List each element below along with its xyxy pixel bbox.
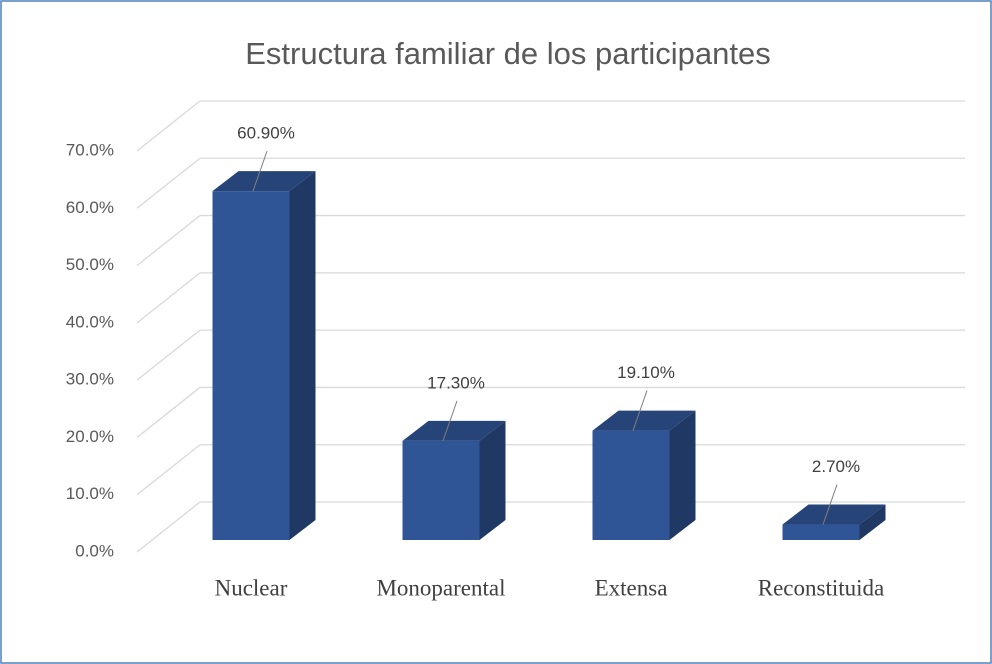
bar xyxy=(592,430,670,540)
data-label: 60.90% xyxy=(237,124,295,143)
leader-line xyxy=(632,390,648,431)
bar-side xyxy=(669,410,696,540)
bar-side xyxy=(479,420,506,540)
grid-line xyxy=(136,272,201,324)
x-tick-label: Monoparental xyxy=(376,575,505,600)
bar-top xyxy=(782,504,886,525)
grid-line xyxy=(136,215,201,267)
data-label: 2.70% xyxy=(812,457,860,476)
data-label: 17.30% xyxy=(427,373,485,392)
bar xyxy=(212,191,290,540)
x-tick-label: Reconstituida xyxy=(758,575,884,600)
grid-line xyxy=(136,444,201,496)
bar-side xyxy=(859,504,886,540)
bar-top xyxy=(592,410,696,431)
x-tick-label: Extensa xyxy=(595,575,668,600)
y-tick-label: 30.0% xyxy=(66,370,114,389)
bar xyxy=(782,524,860,540)
grid-line xyxy=(136,157,201,209)
grid-line xyxy=(136,100,201,152)
chart-title: Estructura familiar de los participantes xyxy=(245,36,771,71)
data-label: 19.10% xyxy=(617,363,675,382)
y-tick-label: 0.0% xyxy=(75,541,114,560)
y-tick-label: 50.0% xyxy=(66,255,114,274)
y-tick-label: 70.0% xyxy=(66,140,114,159)
bar xyxy=(402,440,480,540)
y-tick-label: 60.0% xyxy=(66,198,114,217)
leader-line xyxy=(442,400,458,442)
leader-line xyxy=(822,484,838,525)
x-tick-label: Nuclear xyxy=(215,575,288,600)
bar-top xyxy=(402,420,506,441)
grid-line xyxy=(136,329,201,381)
bar-side xyxy=(289,171,316,540)
y-tick-label: 20.0% xyxy=(66,427,114,446)
y-tick-label: 40.0% xyxy=(66,312,114,331)
grid-line xyxy=(136,386,201,438)
bar-top xyxy=(212,171,316,192)
leader-line xyxy=(252,150,268,192)
grid-line xyxy=(136,501,201,553)
y-tick-label: 10.0% xyxy=(66,484,114,503)
